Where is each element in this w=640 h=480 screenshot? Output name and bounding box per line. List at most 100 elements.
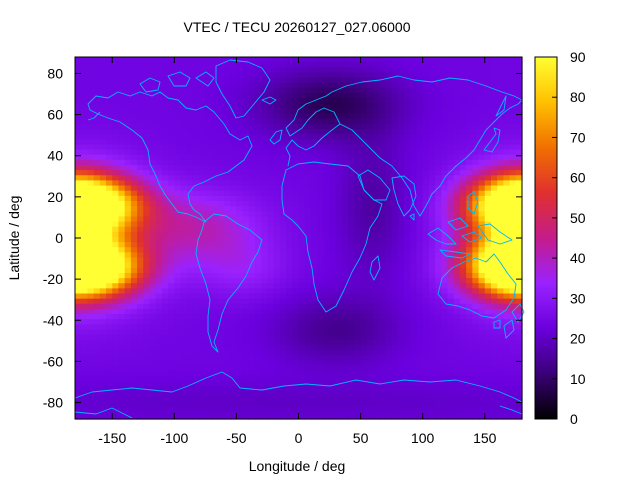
heatmap-cell: [261, 355, 269, 361]
heatmap-cell: [267, 62, 275, 68]
heatmap-cell: [441, 386, 449, 392]
heatmap-cell: [397, 200, 405, 207]
heatmap-cell: [248, 242, 256, 248]
heatmap-cell: [130, 247, 138, 253]
heatmap-cell: [174, 252, 182, 259]
heatmap-cell: [174, 92, 182, 99]
heatmap-cell: [205, 77, 213, 84]
heatmap-cell: [385, 164, 393, 171]
heatmap-cell: [472, 278, 480, 284]
heatmap-cell: [360, 391, 368, 397]
heatmap-cell: [118, 123, 126, 130]
heatmap-cell: [354, 67, 362, 74]
heatmap-cell: [428, 159, 436, 166]
heatmap-cell: [447, 386, 455, 392]
heatmap-cell: [186, 391, 194, 397]
heatmap-cell: [87, 283, 95, 289]
heatmap-cell: [310, 278, 318, 284]
heatmap-cell: [348, 262, 355, 269]
heatmap-cell: [348, 252, 355, 259]
heatmap-cell: [391, 57, 399, 63]
heatmap-cell: [472, 247, 480, 253]
heatmap-cell: [422, 242, 430, 248]
heatmap-cell: [279, 72, 287, 79]
heatmap-cell: [441, 77, 449, 84]
heatmap-cell: [366, 164, 374, 171]
heatmap-cell: [199, 164, 206, 171]
heatmap-cell: [211, 396, 219, 403]
heatmap-cell: [478, 128, 486, 135]
heatmap-cell: [75, 118, 82, 125]
heatmap-cell: [404, 257, 411, 264]
heatmap-cell: [459, 149, 467, 156]
heatmap-cell: [503, 118, 511, 125]
heatmap-cell: [397, 164, 405, 171]
heatmap-cell: [199, 391, 206, 397]
heatmap-cell: [484, 72, 492, 79]
heatmap-cell: [211, 154, 219, 161]
heatmap-cell: [410, 242, 418, 248]
heatmap-cell: [453, 180, 461, 187]
heatmap-cell: [453, 324, 461, 331]
heatmap-cell: [503, 247, 511, 253]
heatmap-cell: [199, 370, 206, 377]
heatmap-cell: [497, 92, 504, 99]
heatmap-cell: [273, 303, 281, 310]
heatmap-cell: [130, 339, 138, 346]
heatmap-cell: [503, 298, 511, 305]
heatmap-cell: [385, 123, 393, 130]
heatmap-cell: [490, 216, 498, 223]
heatmap-cell: [186, 62, 194, 68]
heatmap-cell: [168, 319, 175, 325]
heatmap-cell: [168, 211, 175, 217]
heatmap-cell: [310, 370, 318, 377]
heatmap-cell: [112, 293, 120, 300]
heatmap-cell: [118, 98, 126, 104]
heatmap-cell: [404, 350, 411, 356]
heatmap-cell: [317, 190, 324, 197]
heatmap-cell: [99, 380, 107, 387]
heatmap-cell: [186, 72, 194, 79]
heatmap-cell: [255, 314, 262, 320]
heatmap-cell: [118, 370, 126, 377]
heatmap-cell: [459, 216, 467, 223]
heatmap-cell: [304, 339, 312, 346]
heatmap-cell: [267, 370, 275, 377]
heatmap-cell: [317, 272, 324, 279]
heatmap-cell: [217, 103, 225, 110]
heatmap-cell: [435, 375, 442, 382]
heatmap-cell: [404, 144, 411, 151]
heatmap-cell: [323, 185, 331, 192]
heatmap-cell: [292, 365, 300, 372]
heatmap-cell: [87, 128, 95, 135]
heatmap-cell: [106, 216, 113, 223]
heatmap-cell: [130, 334, 138, 341]
heatmap-cell: [124, 242, 132, 248]
heatmap-cell: [509, 406, 517, 413]
heatmap-cell: [255, 144, 262, 151]
heatmap-cell: [124, 247, 132, 253]
heatmap-cell: [106, 113, 113, 120]
heatmap-cell: [447, 139, 455, 146]
heatmap-cell: [180, 195, 188, 202]
heatmap-cell: [168, 164, 175, 171]
heatmap-cell: [373, 278, 380, 284]
heatmap-cell: [348, 149, 355, 156]
heatmap-cell: [236, 216, 244, 223]
heatmap-cell: [149, 257, 157, 264]
heatmap-cell: [503, 262, 511, 269]
heatmap-cell: [397, 350, 405, 356]
heatmap-cell: [509, 144, 517, 151]
heatmap-cell: [366, 190, 374, 197]
heatmap-cell: [497, 113, 504, 120]
heatmap-cell: [509, 350, 517, 356]
heatmap-cell: [75, 164, 82, 171]
heatmap-cell: [503, 283, 511, 289]
heatmap-cell: [298, 262, 306, 269]
heatmap-cell: [230, 350, 238, 356]
heatmap-cell: [397, 113, 405, 120]
heatmap-cell: [286, 180, 293, 187]
heatmap-cell: [354, 257, 362, 264]
heatmap-cell: [286, 252, 293, 259]
heatmap-cell: [366, 350, 374, 356]
